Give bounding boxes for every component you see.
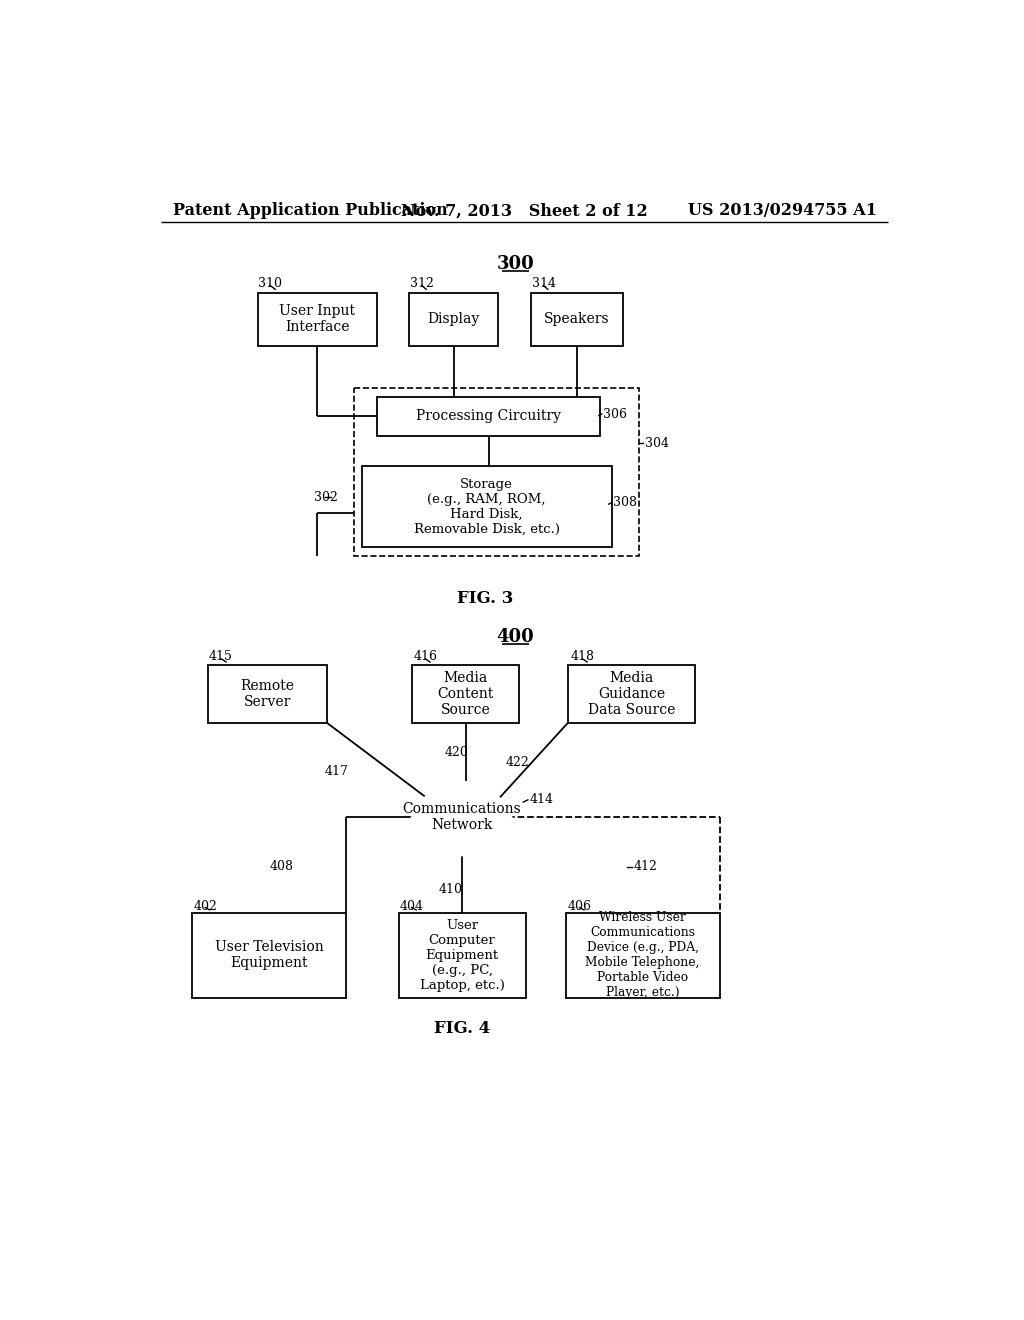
Ellipse shape — [437, 781, 486, 820]
Text: 306: 306 — [603, 408, 628, 421]
Text: US 2013/0294755 A1: US 2013/0294755 A1 — [688, 202, 878, 219]
Text: 414: 414 — [529, 793, 553, 807]
Text: 314: 314 — [531, 277, 556, 290]
Bar — [531, 293, 624, 346]
Text: 408: 408 — [269, 861, 293, 874]
Text: Communications
Network: Communications Network — [402, 801, 521, 832]
Text: 400: 400 — [497, 628, 535, 647]
Text: 310: 310 — [258, 277, 282, 290]
Text: Remote
Server: Remote Server — [241, 678, 294, 709]
Ellipse shape — [476, 809, 515, 842]
Ellipse shape — [409, 809, 447, 842]
Text: Processing Circuitry: Processing Circuitry — [416, 409, 561, 424]
Ellipse shape — [462, 820, 501, 853]
Ellipse shape — [423, 820, 462, 853]
Text: 402: 402 — [194, 899, 217, 912]
Text: Storage
(e.g., RAM, ROM,
Hard Disk,
Removable Disk, etc.): Storage (e.g., RAM, ROM, Hard Disk, Remo… — [414, 478, 560, 536]
Text: 300: 300 — [497, 255, 535, 273]
Text: 422: 422 — [506, 755, 529, 768]
Bar — [193, 913, 346, 998]
Ellipse shape — [418, 792, 506, 841]
Text: User
Computer
Equipment
(e.g., PC,
Laptop, etc.): User Computer Equipment (e.g., PC, Lapto… — [420, 919, 505, 991]
Bar — [398, 913, 525, 998]
Ellipse shape — [418, 793, 457, 825]
Text: Speakers: Speakers — [545, 313, 610, 326]
Text: Nov. 7, 2013   Sheet 2 of 12: Nov. 7, 2013 Sheet 2 of 12 — [401, 202, 648, 219]
Bar — [410, 293, 498, 346]
Ellipse shape — [467, 793, 506, 825]
Bar — [258, 293, 377, 346]
Text: 417: 417 — [325, 764, 348, 777]
Text: Media
Content
Source: Media Content Source — [437, 671, 494, 717]
Text: 418: 418 — [571, 649, 595, 663]
Text: 416: 416 — [414, 649, 438, 663]
Text: Media
Guidance
Data Source: Media Guidance Data Source — [588, 671, 675, 717]
Bar — [377, 397, 600, 436]
Text: Wireless User
Communications
Device (e.g., PDA,
Mobile Telephone,
Portable Video: Wireless User Communications Device (e.g… — [586, 911, 699, 999]
Text: 308: 308 — [613, 496, 637, 510]
Text: 410: 410 — [438, 883, 463, 896]
Bar — [568, 665, 695, 723]
Text: 312: 312 — [410, 277, 434, 290]
Bar — [412, 665, 519, 723]
Text: 420: 420 — [444, 746, 469, 759]
Text: FIG. 3: FIG. 3 — [457, 590, 513, 607]
Text: 406: 406 — [568, 899, 592, 912]
Bar — [565, 913, 720, 998]
Text: Display: Display — [427, 313, 479, 326]
Ellipse shape — [440, 824, 483, 855]
Text: 412: 412 — [634, 861, 657, 874]
Text: Patent Application Publication: Patent Application Publication — [173, 202, 447, 219]
Bar — [361, 466, 611, 548]
Text: 304: 304 — [645, 437, 669, 450]
Text: User Television
Equipment: User Television Equipment — [215, 940, 324, 970]
Text: 302: 302 — [313, 491, 338, 504]
Bar — [354, 388, 639, 556]
Text: 415: 415 — [209, 649, 233, 663]
Text: 404: 404 — [400, 899, 424, 912]
Bar — [208, 665, 327, 723]
Text: FIG. 4: FIG. 4 — [433, 1020, 489, 1038]
Text: User Input
Interface: User Input Interface — [280, 304, 355, 334]
